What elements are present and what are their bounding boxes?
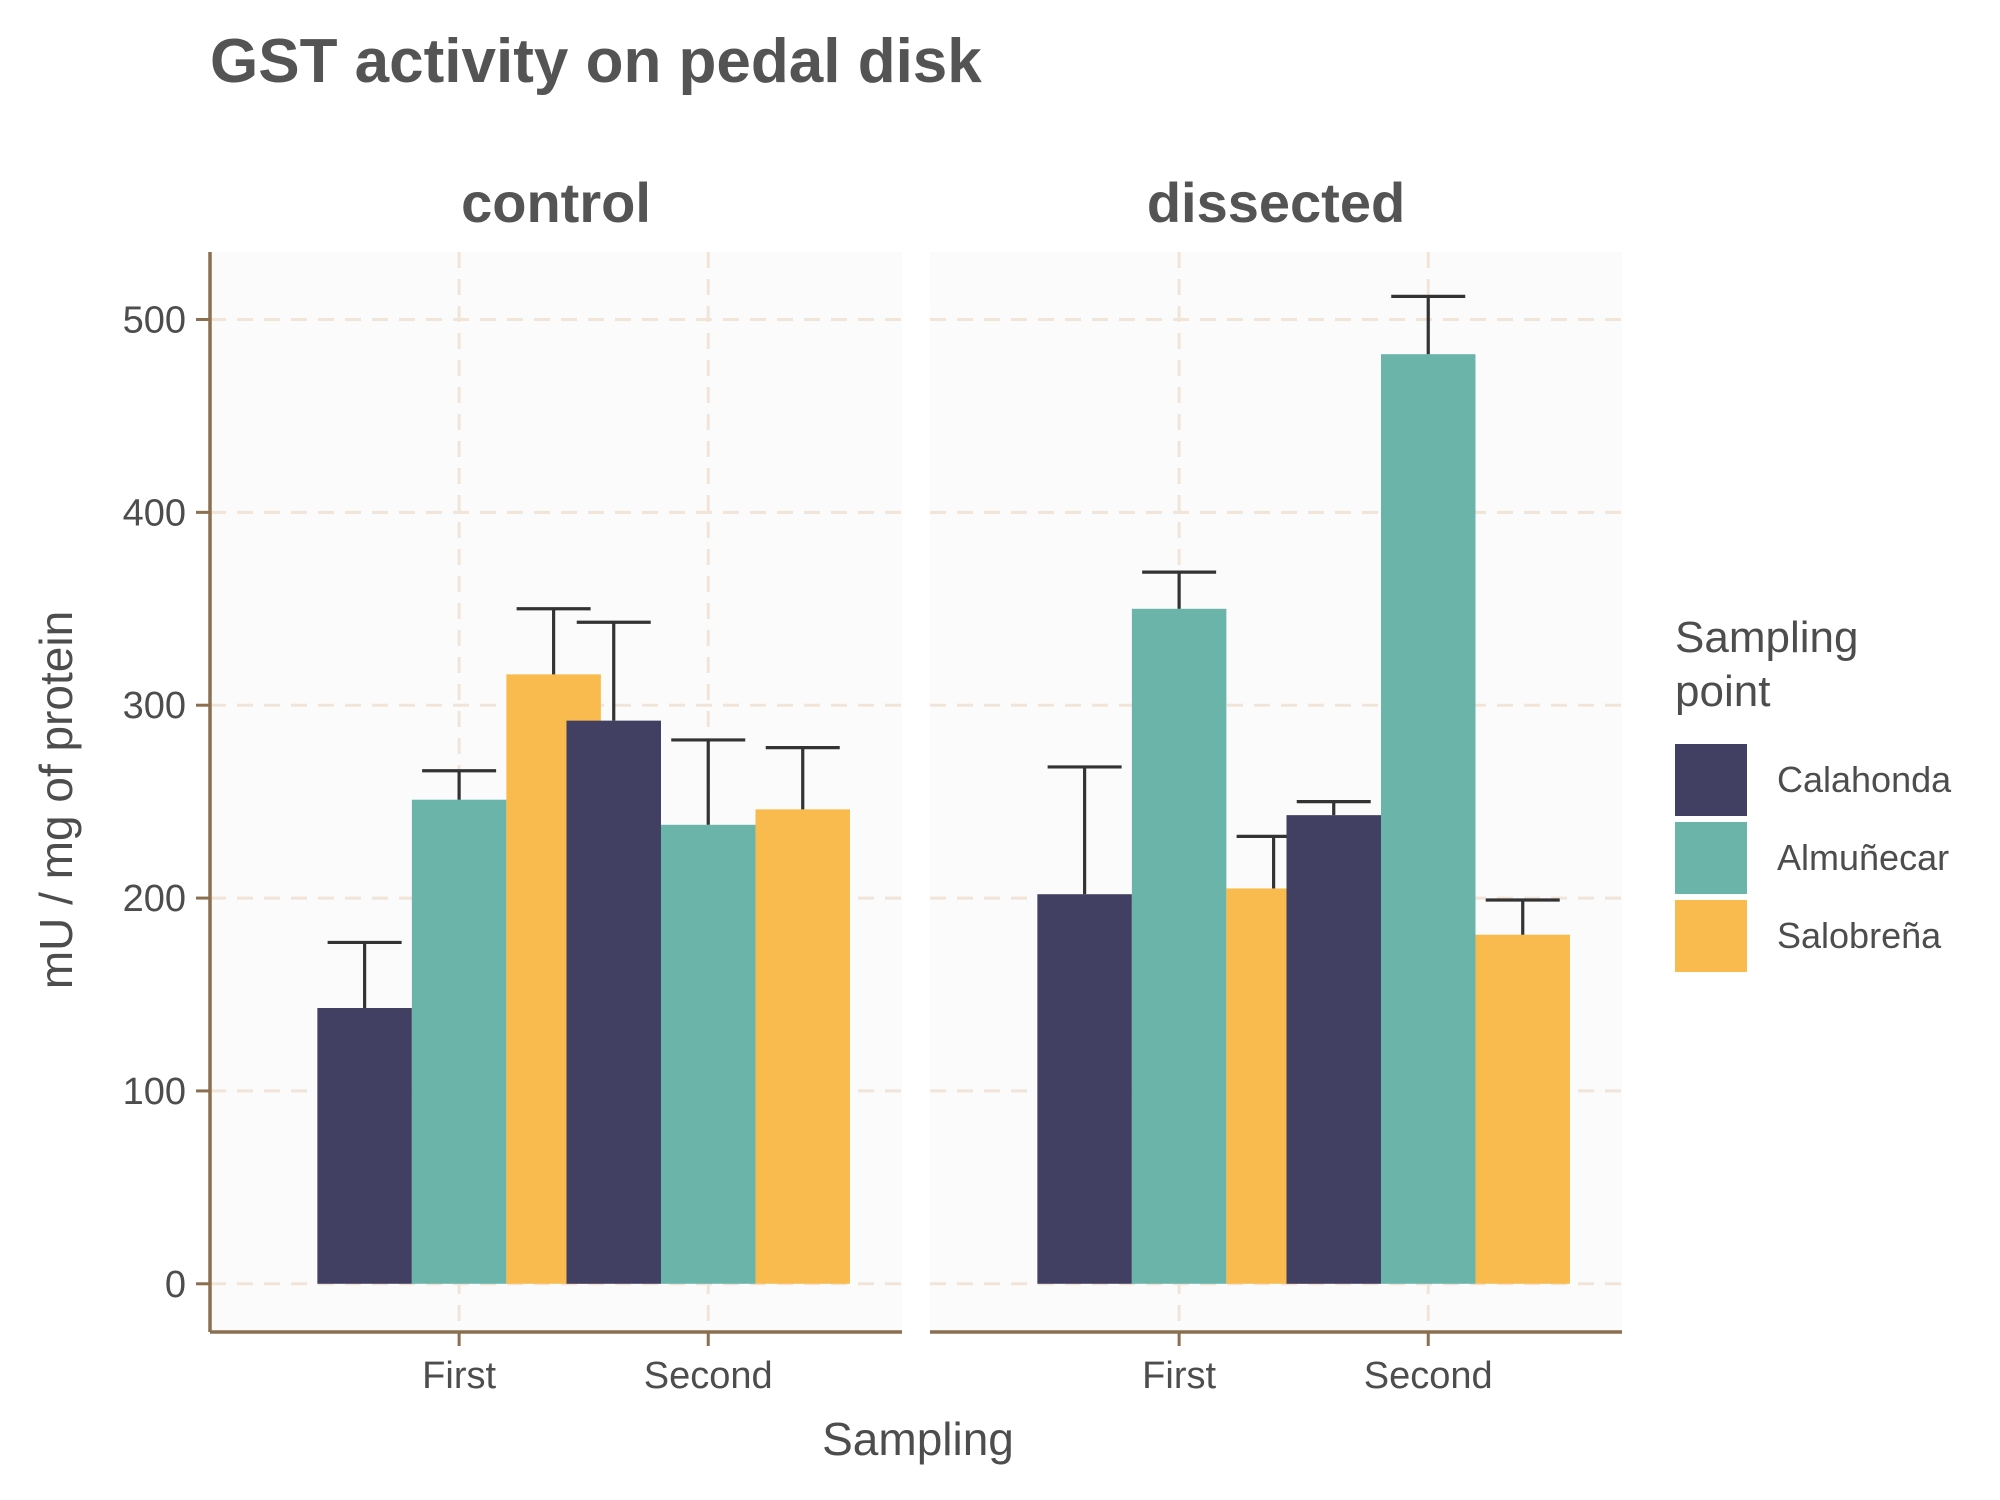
facet-label: control bbox=[461, 171, 651, 234]
x-axis-title: Sampling bbox=[822, 1413, 1014, 1465]
y-tick-label: 0 bbox=[165, 1264, 186, 1306]
x-tick-label: Second bbox=[644, 1355, 773, 1397]
bar-Calahonda-First bbox=[317, 1008, 412, 1284]
legend-item-Almuñecar: Almuñecar bbox=[1675, 822, 1949, 894]
bar-Calahonda-Second bbox=[1286, 815, 1381, 1284]
facet-panels: control First Second 0 100 200 300 400 500 dissec… bbox=[123, 171, 1622, 1397]
facet-label: dissected bbox=[1147, 171, 1405, 234]
bar-Salobreña-Second bbox=[1475, 934, 1570, 1284]
legend-swatch bbox=[1675, 900, 1747, 972]
y-tick-label: 200 bbox=[123, 878, 186, 920]
legend-title-line-1: Sampling bbox=[1675, 613, 1858, 662]
bar-Calahonda-First bbox=[1037, 894, 1132, 1284]
legend-item-Salobreña: Salobreña bbox=[1675, 900, 1942, 972]
legend-label: Almuñecar bbox=[1777, 837, 1949, 878]
y-tick-label: 100 bbox=[123, 1071, 186, 1113]
y-tick-label: 300 bbox=[123, 685, 186, 727]
legend-swatch bbox=[1675, 822, 1747, 894]
facet-panel-dissected: dissected First Second bbox=[930, 171, 1622, 1397]
x-tick-label: First bbox=[1142, 1355, 1216, 1397]
legend-item-Calahonda: Calahonda bbox=[1675, 744, 1952, 816]
bar-Calahonda-Second bbox=[566, 720, 661, 1284]
facet-panel-control: control First Second 0 100 200 300 400 500 bbox=[123, 171, 902, 1397]
bar-Almuñecar-First bbox=[1131, 608, 1227, 1284]
legend: Sampling point Calahonda Almuñecar Salobre… bbox=[1675, 613, 1952, 972]
y-tick-label: 400 bbox=[123, 492, 186, 534]
legend-label: Salobreña bbox=[1777, 915, 1942, 956]
y-axis-title: mU / mg of protein bbox=[30, 611, 82, 989]
legend-title-line-2: point bbox=[1675, 667, 1770, 716]
chart-title: GST activity on pedal disk bbox=[210, 27, 982, 96]
bar-Almuñecar-Second bbox=[1380, 354, 1476, 1284]
y-tick-label: 500 bbox=[123, 300, 186, 342]
bar-Salobreña-Second bbox=[755, 809, 850, 1284]
x-tick-label: First bbox=[422, 1355, 496, 1397]
legend-swatch bbox=[1675, 744, 1747, 816]
x-tick-label: Second bbox=[1364, 1355, 1493, 1397]
legend-label: Calahonda bbox=[1777, 759, 1952, 800]
bar-Almuñecar-First bbox=[411, 799, 507, 1284]
bar-Almuñecar-Second bbox=[660, 824, 756, 1284]
